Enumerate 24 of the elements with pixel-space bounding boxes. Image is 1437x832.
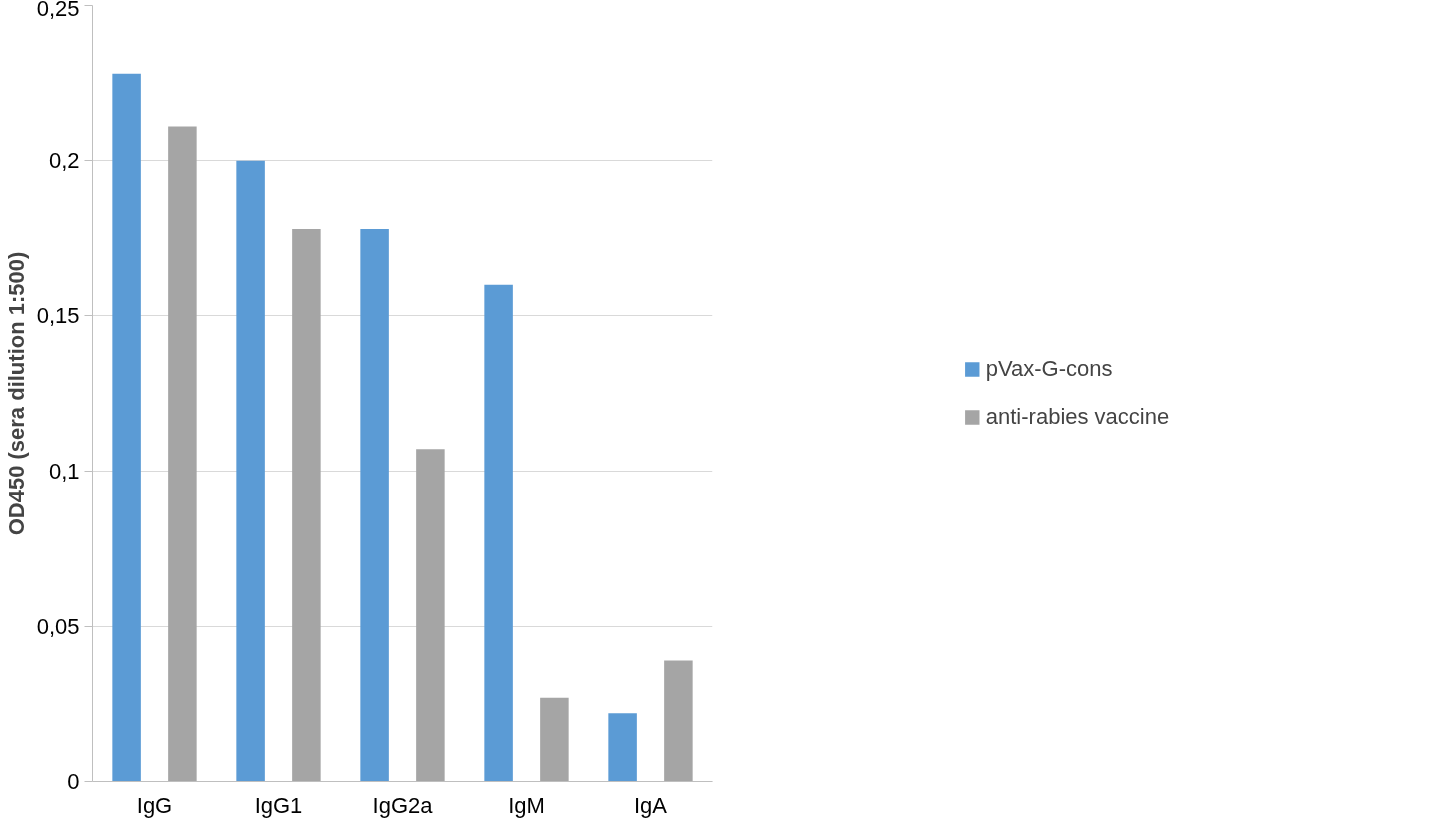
- bar: [360, 228, 389, 782]
- bar: [292, 228, 321, 782]
- bar: [416, 449, 445, 782]
- bar: [664, 660, 693, 782]
- legend-label: pVax-G-cons: [985, 356, 1113, 382]
- y-axis-title: OD450 (sera dilution 1:500): [3, 251, 29, 536]
- y-tick-label: 0,1: [48, 458, 80, 484]
- x-tick-label: IgG1: [254, 792, 303, 818]
- bar: [168, 126, 197, 782]
- bar: [112, 73, 141, 782]
- y-tick-label: 0,15: [36, 303, 80, 329]
- bar: [484, 284, 513, 782]
- y-tick-label: 0,05: [36, 613, 80, 639]
- x-tick-label: IgG: [136, 792, 173, 818]
- y-tick-label: 0: [67, 769, 80, 794]
- x-tick-label: IgM: [508, 792, 545, 818]
- y-tick-label: 0,2: [48, 148, 80, 174]
- y-tick-label: 0,25: [36, 0, 80, 21]
- x-tick-label: IgG2a: [372, 792, 434, 818]
- x-tick-label: IgA: [633, 792, 668, 818]
- bar: [236, 160, 265, 782]
- bar: [608, 713, 637, 782]
- bar: [540, 697, 569, 782]
- legend-label: anti-rabies vaccine: [985, 404, 1170, 430]
